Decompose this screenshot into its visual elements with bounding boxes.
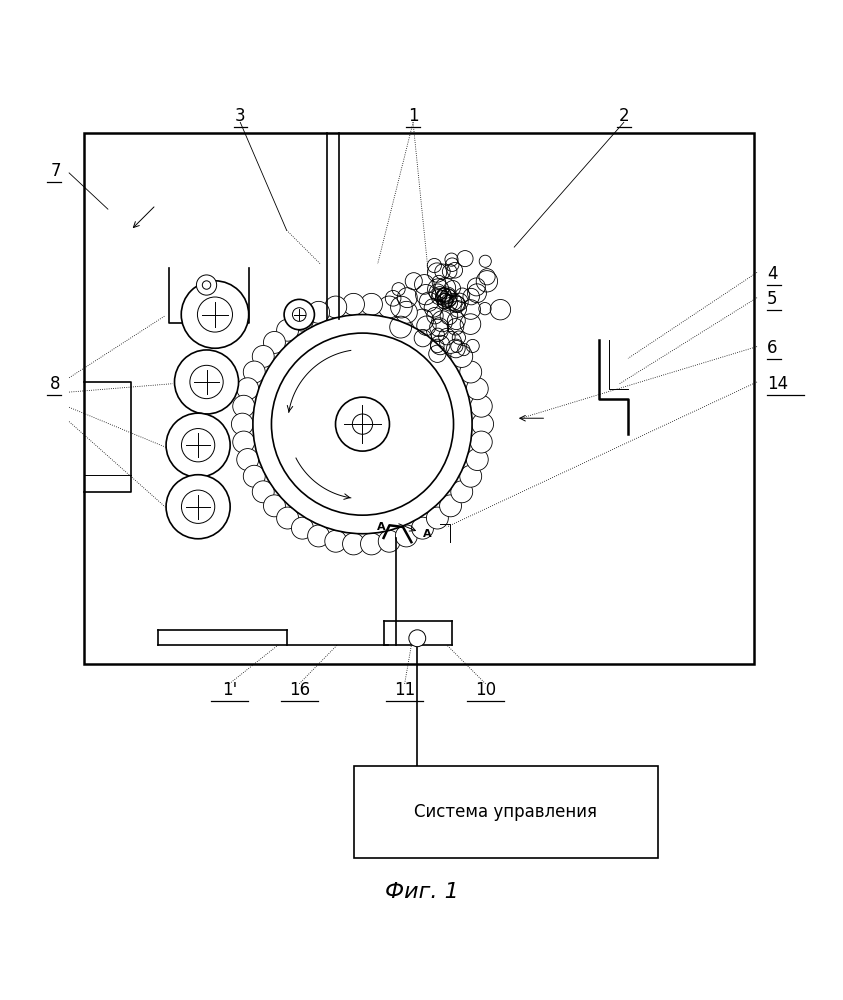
Circle shape	[181, 490, 215, 523]
Circle shape	[244, 465, 266, 487]
Circle shape	[308, 301, 330, 323]
Text: Система управления: Система управления	[414, 803, 598, 821]
Circle shape	[342, 533, 364, 555]
Circle shape	[336, 397, 389, 451]
Circle shape	[233, 431, 255, 453]
Circle shape	[352, 414, 373, 434]
Circle shape	[293, 308, 306, 321]
Circle shape	[411, 309, 433, 331]
Circle shape	[264, 495, 286, 517]
Circle shape	[459, 465, 481, 487]
Circle shape	[271, 333, 454, 515]
Circle shape	[342, 293, 364, 315]
Circle shape	[181, 281, 249, 348]
Circle shape	[292, 517, 314, 539]
Circle shape	[231, 413, 253, 435]
Circle shape	[459, 361, 481, 383]
Circle shape	[181, 429, 215, 462]
Circle shape	[277, 319, 298, 341]
Circle shape	[472, 413, 494, 435]
Circle shape	[427, 319, 448, 341]
Text: 11: 11	[394, 681, 416, 699]
Text: 6: 6	[767, 339, 777, 357]
Circle shape	[175, 350, 239, 414]
Circle shape	[409, 630, 426, 647]
Text: 7: 7	[51, 162, 61, 180]
Circle shape	[244, 361, 266, 383]
Circle shape	[466, 449, 488, 470]
Circle shape	[470, 431, 492, 453]
Circle shape	[252, 346, 274, 367]
Bar	[84, 133, 754, 664]
Circle shape	[379, 530, 400, 552]
Bar	[354, 766, 658, 858]
Circle shape	[166, 413, 230, 477]
Text: Фиг. 1: Фиг. 1	[384, 882, 459, 902]
Circle shape	[451, 346, 473, 367]
Text: 4: 4	[767, 265, 777, 283]
Text: 1': 1'	[222, 681, 237, 699]
Text: 8: 8	[51, 375, 61, 393]
Circle shape	[451, 481, 473, 503]
Text: 2: 2	[619, 107, 629, 125]
Circle shape	[439, 495, 461, 517]
Circle shape	[308, 525, 330, 547]
Circle shape	[190, 365, 223, 399]
Circle shape	[325, 530, 346, 552]
Circle shape	[379, 296, 400, 318]
Circle shape	[439, 331, 461, 353]
Circle shape	[325, 296, 346, 318]
Circle shape	[395, 525, 417, 547]
Circle shape	[470, 395, 492, 417]
Text: A: A	[377, 522, 385, 532]
Text: 5: 5	[767, 290, 777, 308]
Circle shape	[252, 481, 274, 503]
Circle shape	[237, 449, 259, 470]
Circle shape	[166, 475, 230, 539]
Circle shape	[427, 507, 448, 529]
Text: 14: 14	[767, 375, 788, 393]
Circle shape	[233, 395, 255, 417]
Circle shape	[284, 299, 314, 330]
Circle shape	[253, 315, 472, 534]
Circle shape	[196, 275, 217, 295]
Circle shape	[395, 301, 417, 323]
Text: 1: 1	[408, 107, 418, 125]
Circle shape	[466, 378, 488, 400]
Text: 10: 10	[475, 681, 497, 699]
Text: 16: 16	[288, 681, 310, 699]
Circle shape	[411, 517, 433, 539]
Circle shape	[264, 331, 286, 353]
Text: A: A	[423, 529, 432, 539]
Circle shape	[237, 378, 259, 400]
Circle shape	[197, 297, 233, 332]
Text: 3: 3	[235, 107, 245, 125]
Circle shape	[277, 507, 298, 529]
Circle shape	[361, 533, 383, 555]
Circle shape	[292, 309, 314, 331]
Circle shape	[361, 293, 383, 315]
